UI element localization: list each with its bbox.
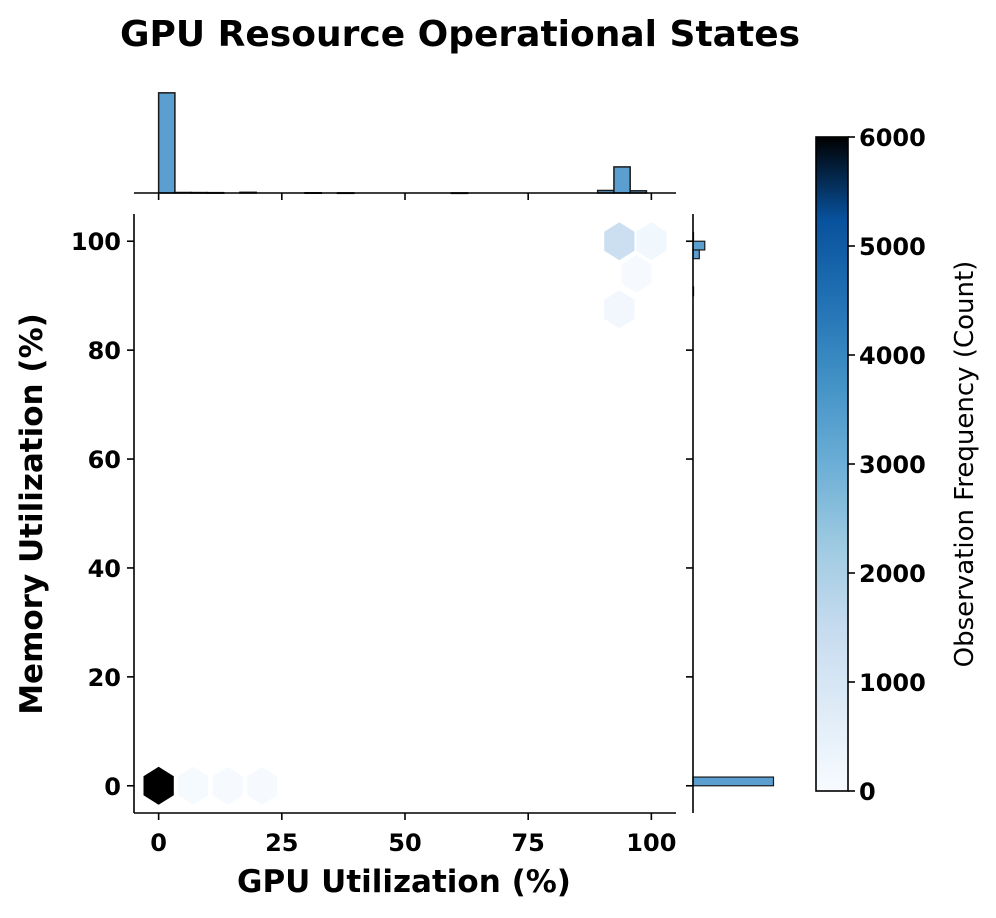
colorbar-label: Observation Frequency (Count) [950, 261, 980, 668]
y-tick-label: 20 [88, 664, 121, 692]
colorbar-tick-label: 5000 [859, 233, 926, 261]
colorbar-tick-label: 6000 [859, 124, 926, 152]
x-tick-label: 25 [265, 829, 298, 857]
hexbin-cell [636, 222, 667, 261]
main-plot-area: 0 25 50 75 100 0 20 40 60 80 100 [71, 214, 676, 857]
colorbar-tick-label: 1000 [859, 669, 926, 697]
chart-title: GPU Resource Operational States [120, 14, 800, 55]
colorbar-gradient [815, 136, 849, 792]
y-tick-label: 60 [88, 446, 121, 474]
right-hist-bar [692, 776, 775, 787]
colorbar: 0 1000 2000 3000 4000 5000 6000 [815, 124, 926, 806]
right-hist-bar [692, 249, 700, 260]
top-hist-bar [157, 92, 176, 194]
colorbar-tick-label: 4000 [859, 342, 926, 370]
top-marginal-histogram [134, 92, 676, 200]
y-tick-label: 0 [104, 773, 121, 801]
hexbin-cell [247, 766, 278, 805]
colorbar-tick-label: 2000 [859, 560, 926, 588]
top-hist-bar [613, 166, 631, 194]
right-marginal-histogram [686, 214, 775, 813]
x-tick-label: 100 [626, 829, 676, 857]
x-tick-label: 50 [388, 829, 421, 857]
hexbin-cell [178, 766, 209, 805]
hexbin-cell [604, 222, 635, 261]
y-tick-label: 80 [88, 337, 121, 365]
colorbar-tick-label: 0 [859, 778, 876, 806]
right-hist-bar [692, 240, 706, 251]
x-tick-label: 75 [511, 829, 544, 857]
x-tick-label: 0 [150, 829, 167, 857]
colorbar-tick-label: 3000 [859, 451, 926, 479]
y-tick-label: 40 [88, 555, 121, 583]
y-axis-label: Memory Utilization (%) [14, 313, 50, 715]
hexbin-cell [143, 766, 174, 805]
hexbin-cell [212, 766, 243, 805]
hexbin-cell [604, 290, 635, 329]
x-axis-label: GPU Utilization (%) [237, 864, 571, 900]
y-tick-label: 100 [71, 228, 121, 256]
hexbin-cell [621, 254, 652, 293]
